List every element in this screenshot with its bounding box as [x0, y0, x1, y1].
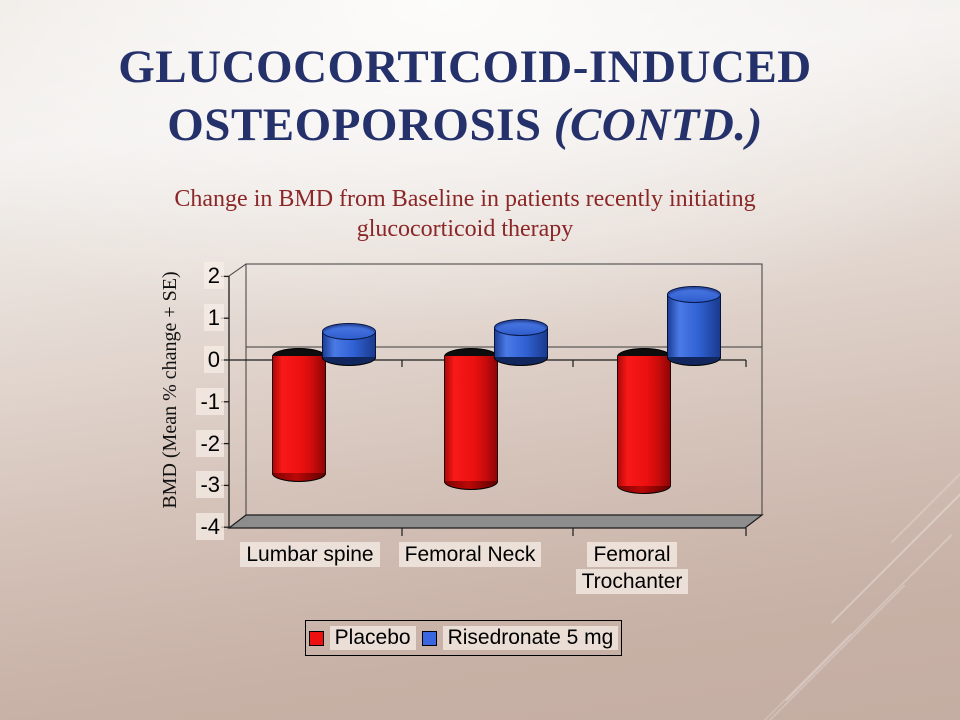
risedronate-cylinder-body: [667, 294, 721, 357]
y-axis-tick-label: 2: [203, 262, 224, 290]
bottom-category-ticks: [401, 528, 747, 536]
depth-edge-top: [228, 263, 247, 277]
category-label-femoral-neck: Femoral Neck: [365, 541, 575, 568]
slide-subtitle-line2: glucocorticoid therapy: [356, 216, 574, 242]
slide-title-contd: (CONTD.): [553, 99, 763, 151]
legend-swatch-risedronate: [421, 630, 437, 646]
slide-title-line1: GLUCOCORTICOID-INDUCED: [118, 41, 812, 93]
y-axis-tick-label: 0: [203, 346, 224, 373]
y-axis-tick-label: -3: [196, 471, 224, 499]
placebo-cylinder-body: [617, 356, 671, 486]
chart-legend: Placebo Risedronate 5 mg: [305, 620, 622, 656]
placebo-cylinder-body: [272, 356, 326, 474]
legend-label-risedronate: Risedronate 5 mg: [442, 626, 619, 650]
slide-subtitle-line1: Change in BMD from Baseline in patients …: [174, 186, 756, 212]
category-label-femoral-trochanter: Femoral Trochanter: [557, 541, 707, 595]
risedronate-cylinder-top-cap: [322, 323, 376, 341]
y-axis-tick-label: -1: [196, 387, 224, 415]
slide-title-line2: OSTEOPOROSIS (CONTD.): [167, 99, 763, 151]
risedronate-cylinder-top-cap: [494, 319, 548, 337]
slide-title: GLUCOCORTICOID-INDUCED OSTEOPOROSIS (CON…: [0, 38, 930, 154]
zero-line-category-ticks: [401, 360, 747, 367]
y-axis-tick-label: -4: [196, 513, 224, 541]
legend-swatch-placebo: [308, 630, 324, 646]
risedronate-cylinder-top-cap: [667, 285, 721, 303]
placebo-cylinder-body: [444, 356, 498, 482]
y-axis-tick-label: 1: [203, 304, 224, 332]
y-axis-tick-label: -2: [196, 429, 224, 457]
category-label-lumbar-spine: Lumbar spine: [205, 541, 415, 568]
slide-subtitle: Change in BMD from Baseline in patients …: [0, 184, 930, 244]
legend-label-placebo: Placebo: [329, 626, 416, 650]
